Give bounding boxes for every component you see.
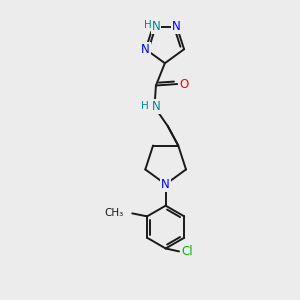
Text: N: N xyxy=(152,100,161,113)
Text: N: N xyxy=(152,20,160,33)
Text: N: N xyxy=(172,20,181,33)
Text: Cl: Cl xyxy=(182,245,193,258)
Text: N: N xyxy=(161,178,170,191)
Text: H: H xyxy=(144,20,152,30)
Text: H: H xyxy=(141,101,149,111)
Text: N: N xyxy=(141,43,150,56)
Text: O: O xyxy=(179,77,188,91)
Text: CH₃: CH₃ xyxy=(104,208,123,218)
